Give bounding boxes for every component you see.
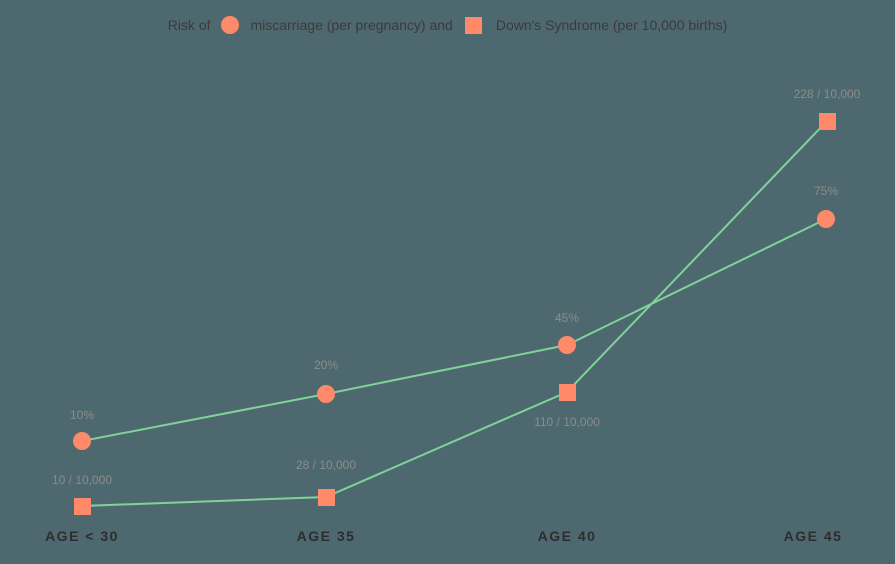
downs-label-1: 28 / 10,000 <box>295 458 357 472</box>
legend-prefix: Risk of <box>167 17 211 33</box>
legend-series-miscarriage: miscarriage (per pregnancy) and <box>250 17 453 33</box>
miscarriage-point-3 <box>817 210 835 228</box>
x-axis-label-age-45: AGE 45 <box>783 528 843 544</box>
chart-legend: Risk of miscarriage (per pregnancy) and … <box>0 16 895 34</box>
square-marker-icon <box>464 16 482 34</box>
circle-marker-icon <box>220 16 239 34</box>
miscarriage-point-0 <box>73 432 91 450</box>
downs-line <box>81 120 828 507</box>
downs-label-0: 10 / 10,000 <box>51 473 113 487</box>
x-axis-label-age-35: AGE 35 <box>296 528 356 544</box>
downs-point-2 <box>559 384 576 401</box>
downs-point-0 <box>74 498 91 515</box>
miscarriage-point-1 <box>317 385 335 403</box>
legend-series-downs: Down's Syndrome (per 10,000 births) <box>495 17 728 33</box>
x-axis-label-age-under-30: AGE < 30 <box>45 528 119 544</box>
downs-point-1 <box>318 489 335 506</box>
downs-label-3: 228 / 10,000 <box>793 87 861 101</box>
miscarriage-label-3: 75% <box>813 184 839 198</box>
miscarriage-line <box>81 218 827 442</box>
miscarriage-point-2 <box>558 336 576 354</box>
miscarriage-label-2: 45% <box>554 311 580 325</box>
downs-label-2: 110 / 10,000 <box>534 415 600 429</box>
downs-point-3 <box>819 113 836 130</box>
miscarriage-label-1: 20% <box>313 358 339 372</box>
miscarriage-label-0: 10% <box>69 408 95 422</box>
x-axis-label-age-40: AGE 40 <box>537 528 597 544</box>
